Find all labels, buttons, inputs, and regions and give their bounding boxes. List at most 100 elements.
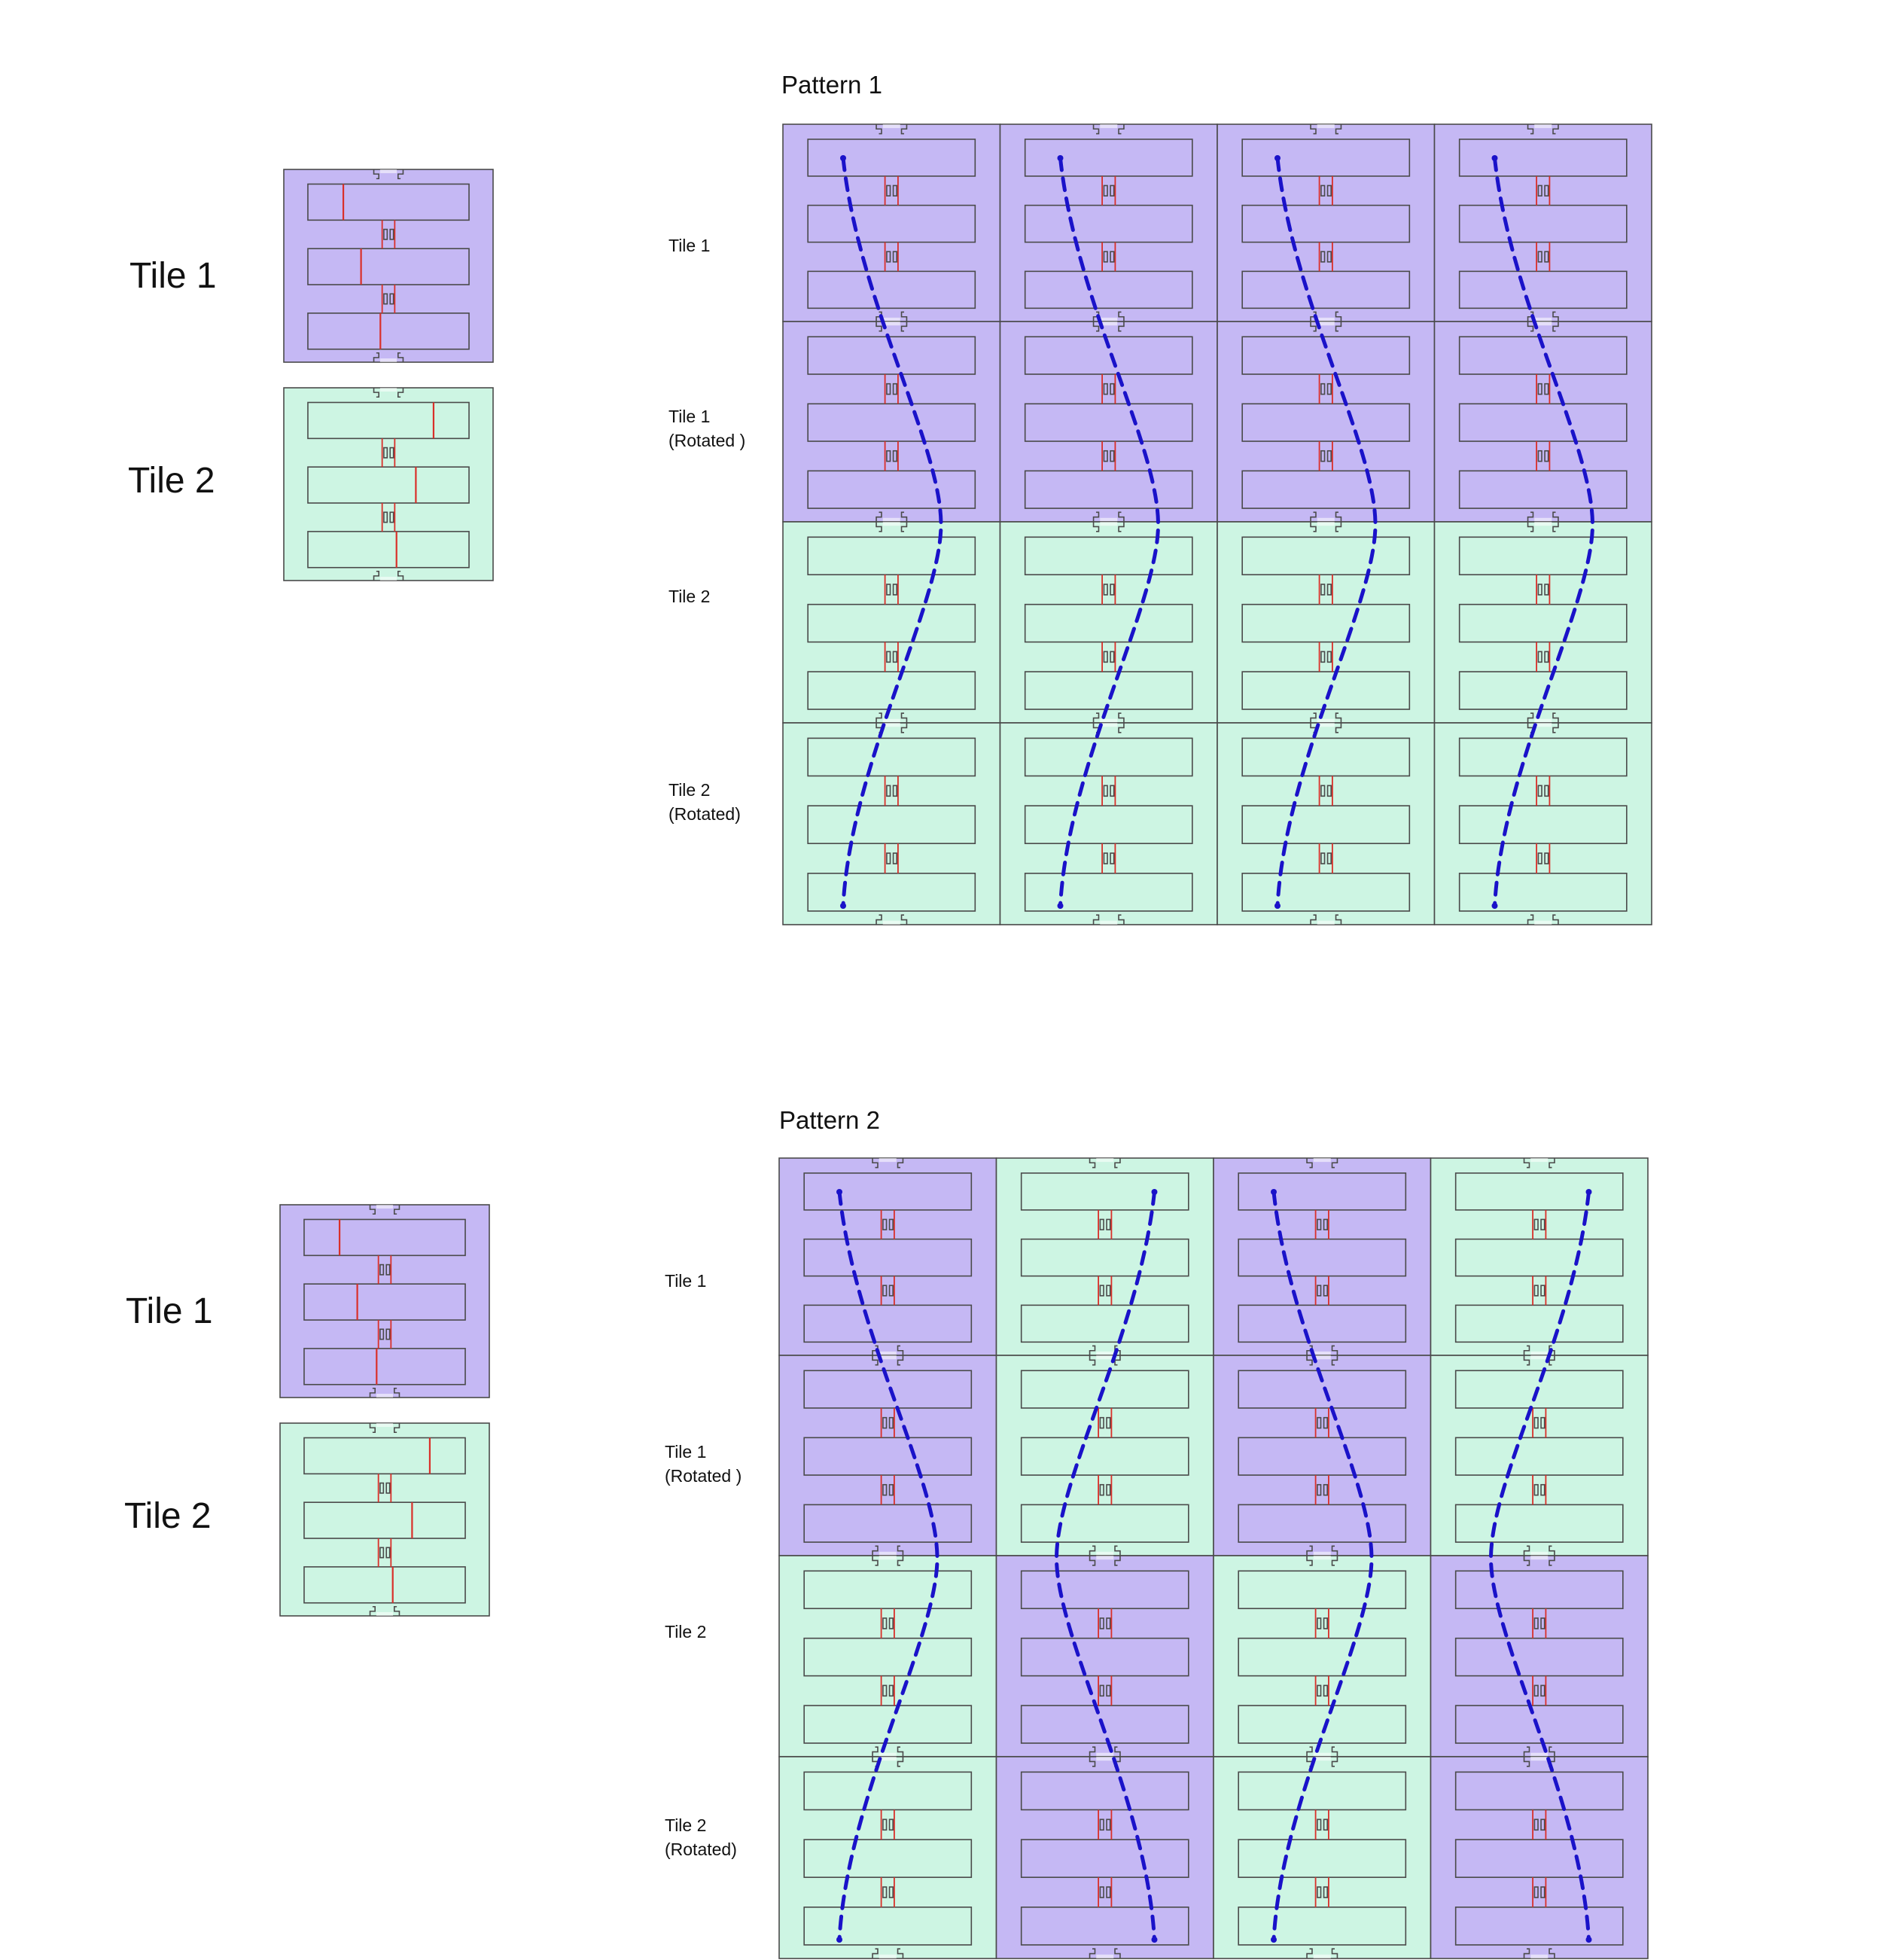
connector-bar: [307, 183, 470, 221]
edge-gap: [882, 723, 900, 727]
edge-gap: [1534, 322, 1552, 326]
path-start-dot: [840, 155, 846, 161]
edge-gap: [1096, 1158, 1114, 1163]
edge-notch: [1527, 712, 1559, 724]
edge-gap: [1317, 723, 1335, 727]
edge-notch: [1089, 1746, 1121, 1757]
edge-notch: [1306, 1746, 1338, 1757]
edge-notch: [876, 124, 908, 135]
twin-connector: [1103, 651, 1108, 663]
edge-notch: [1306, 1355, 1338, 1366]
row-label-tile1-rotated-note: (Rotated ): [665, 1466, 742, 1486]
path-start-dot: [836, 1189, 842, 1195]
twin-connector: [1110, 651, 1115, 663]
twin-connector: [379, 1482, 385, 1494]
path-end-dot: [1274, 903, 1281, 909]
tile-body: [283, 169, 494, 363]
tile-body: [1433, 722, 1652, 925]
connector-bar: [803, 1637, 973, 1677]
edge-notch: [369, 1205, 400, 1215]
pattern-1-grid: [782, 123, 1652, 925]
edge-notch: [872, 1746, 904, 1757]
edge-gap: [376, 1393, 394, 1398]
twin-connector: [1103, 184, 1108, 197]
twin-connector: [1533, 1218, 1539, 1230]
twin-connector: [1099, 1416, 1104, 1429]
twin-connector: [1323, 1218, 1328, 1230]
edge-notch: [373, 352, 404, 362]
connector-bar: [307, 531, 470, 568]
connector-bar: [807, 671, 976, 710]
twin-connector: [383, 447, 388, 459]
connector-bar: [803, 1907, 973, 1946]
path-end-dot: [1491, 903, 1498, 909]
twin-connector: [1099, 1483, 1104, 1496]
twin-connector: [1323, 1684, 1328, 1697]
connector-bar: [1458, 737, 1628, 777]
tile-body: [778, 1555, 997, 1757]
twin-connector: [385, 1482, 391, 1494]
twin-connector: [1106, 1684, 1111, 1697]
connector-bar: [1458, 536, 1628, 576]
connector-bar: [1020, 1570, 1189, 1610]
edge-gap: [1530, 1551, 1549, 1556]
edge-notch: [872, 1948, 904, 1958]
twin-connector: [1106, 1818, 1111, 1831]
tile1-tile: [999, 123, 1218, 322]
dashed-path: [841, 156, 943, 908]
connector-bar: [1024, 805, 1193, 845]
tile1-tile: [1433, 123, 1652, 322]
row-label-tile1-rotated: Tile 1: [665, 1442, 706, 1462]
pattern-1: Pattern 1 Tile 1 Tile 1 (Rotated ) Tile …: [668, 71, 1652, 925]
edge-gap: [882, 317, 900, 322]
connector-bar: [1241, 873, 1411, 912]
twin-connector: [1544, 383, 1549, 395]
connector-bar: [1454, 1504, 1624, 1543]
connector-bar: [307, 312, 470, 350]
twin-connector: [1544, 584, 1549, 596]
twin-connector: [1103, 383, 1108, 395]
dashed-path: [1271, 1190, 1374, 1942]
edge-notch: [1527, 124, 1559, 135]
tile2-tile: [778, 1756, 997, 1959]
connector-bar: [1020, 1304, 1189, 1343]
twin-connector: [1103, 450, 1108, 462]
connector-bar: [1458, 204, 1628, 243]
connector-bar: [1238, 1304, 1407, 1343]
tile-body: [1433, 123, 1652, 322]
twin-connector: [1326, 785, 1332, 797]
twin-connector: [1537, 852, 1542, 864]
edge-gap: [1530, 1556, 1549, 1560]
connector-bar: [807, 470, 976, 509]
edge-notch: [1089, 1158, 1121, 1169]
edge-gap: [879, 1351, 897, 1355]
pattern-2-row-labels: Tile 1 Tile 1 (Rotated ) Tile 2 Tile 2 (…: [665, 1271, 742, 1859]
connector-bar: [307, 401, 470, 440]
edge-gap: [882, 920, 900, 925]
tile-body: [279, 1422, 490, 1617]
connector-bar: [1454, 1304, 1624, 1343]
twin-connector: [1110, 184, 1115, 197]
edge-gap: [879, 1355, 897, 1360]
twin-connector: [888, 1684, 894, 1697]
connector-bar: [803, 1370, 973, 1409]
connector-bar: [303, 1283, 466, 1321]
edge-gap: [1100, 718, 1118, 724]
connector-bar: [1238, 1238, 1407, 1277]
tile-body: [999, 722, 1218, 925]
twin-connector: [892, 584, 897, 596]
twin-connector: [1540, 1416, 1545, 1429]
tile-body: [778, 1157, 997, 1356]
twin-connector: [379, 1328, 385, 1340]
twin-connector: [1537, 383, 1542, 395]
tile-body: [1430, 1756, 1649, 1959]
edge-gap: [1313, 1556, 1331, 1560]
legend-tile1-label: Tile 1: [126, 1291, 213, 1331]
twin-connector: [1317, 1218, 1322, 1230]
tile1-tile: [1213, 1355, 1432, 1556]
twin-connector: [1326, 251, 1332, 263]
twin-connector: [1317, 1886, 1322, 1898]
connector-bar: [1241, 671, 1411, 710]
twin-connector: [882, 1218, 888, 1230]
